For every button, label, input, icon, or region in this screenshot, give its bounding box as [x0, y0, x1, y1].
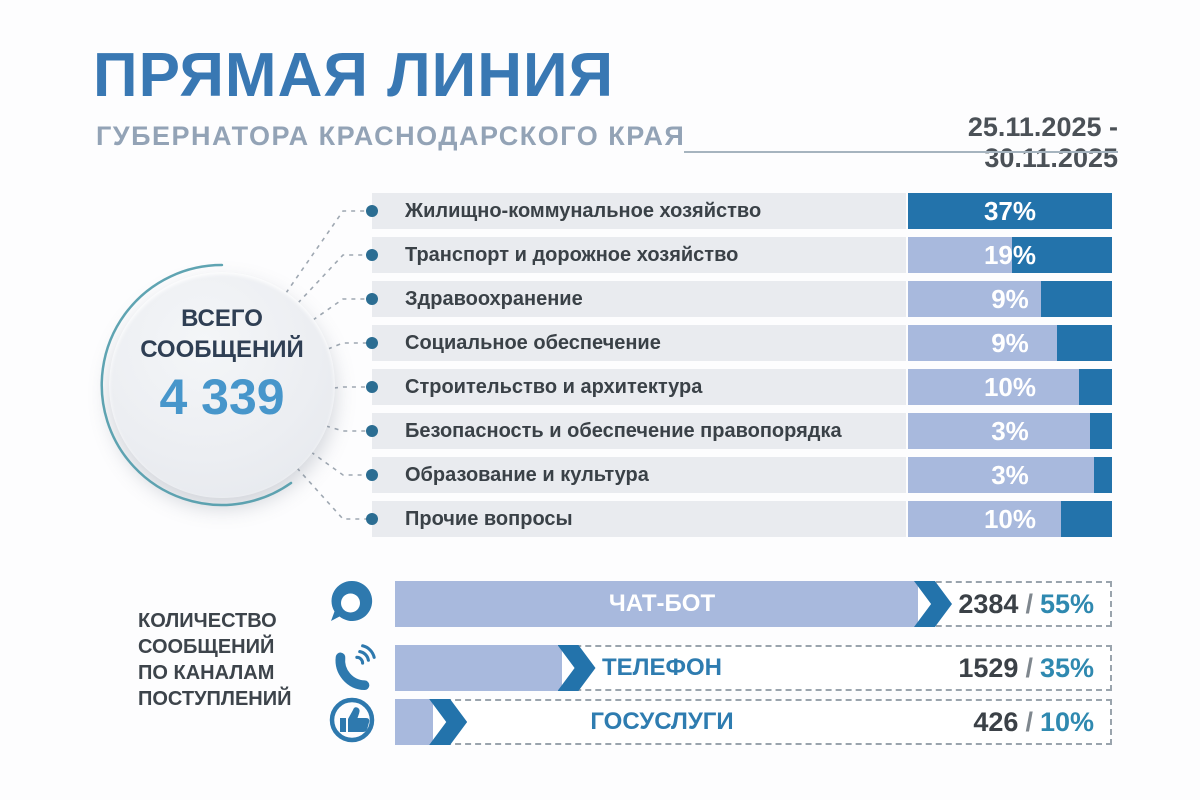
channel-stats: 1529/35%	[958, 647, 1094, 689]
date-range: 25.11.2025 - 30.11.2025	[967, 112, 1118, 173]
topic-bar: 9%	[908, 281, 1112, 317]
separator: /	[1025, 707, 1033, 737]
topic-label: Транспорт и дорожное хозяйство	[405, 244, 739, 266]
bar-fill-dark	[908, 193, 1112, 229]
table-row: Жилищно-коммунальное хозяйство 37%	[366, 193, 1112, 229]
channel-bar	[395, 581, 952, 627]
channel-stats: 426/10%	[973, 701, 1094, 743]
channel-percent: 35%	[1039, 653, 1094, 683]
bar-fill-dark	[1040, 281, 1112, 317]
bullet-dot-icon	[366, 425, 378, 437]
channel-count: 426	[973, 707, 1019, 737]
topic-bar: 10%	[908, 369, 1112, 405]
percent-label: 3%	[991, 460, 1029, 490]
topic-bar: 3%	[908, 413, 1112, 449]
table-row: Прочие вопросы 10%	[366, 501, 1112, 537]
channel-stats: 2384/55%	[958, 583, 1094, 625]
channel-label: ГОСУСЛУГИ	[590, 708, 734, 735]
percent-label: 37%	[983, 196, 1037, 226]
table-row: Транспорт и дорожное хозяйство 19%	[366, 237, 1112, 273]
total-label-line1: ВСЕГО	[181, 305, 263, 332]
percent-label: 19%	[983, 240, 1037, 270]
bar-fill-dark	[1079, 369, 1112, 405]
channel-label: ЧАТ-БОТ	[608, 590, 716, 617]
topic-label: Безопасность и обеспечение правопорядка	[405, 420, 842, 442]
percent-label: 9%	[991, 284, 1029, 314]
percent-label: 10%	[983, 372, 1037, 402]
table-row: Строительство и архитектура 10%	[366, 369, 1112, 405]
topic-label: Здравоохранение	[405, 288, 583, 310]
topic-label: Прочие вопросы	[405, 508, 573, 530]
total-messages-value: 4 339	[159, 369, 285, 425]
separator: /	[1025, 589, 1033, 619]
page-title: ПРЯМАЯ ЛИНИЯ	[93, 41, 615, 110]
table-row: Здравоохранение 9%	[366, 281, 1112, 317]
gosuslugi-icon	[329, 697, 375, 743]
bar-fill-dark	[1056, 325, 1112, 361]
phone-icon	[335, 644, 376, 691]
channel-percent: 55%	[1039, 589, 1094, 619]
bullet-dot-icon	[366, 249, 378, 261]
page-subtitle: ГУБЕРНАТОРА КРАСНОДАРСКОГО КРАЯ	[96, 121, 686, 151]
topic-bar: 10%	[908, 501, 1112, 537]
channel-count: 2384	[958, 589, 1019, 619]
topic-label: Строительство и архитектура	[405, 376, 703, 398]
header-divider	[684, 151, 1118, 153]
percent-label: 9%	[991, 328, 1029, 358]
channels-heading: КОЛИЧЕСТВО СООБЩЕНИЙ ПО КАНАЛАМ ПОСТУПЛЕ…	[138, 610, 292, 710]
channel-row: ТЕЛЕФОН 1529/35%	[395, 645, 1112, 691]
bar-fill-dark	[1093, 457, 1112, 493]
channel-row: ГОСУСЛУГИ 426/10%	[395, 699, 1112, 745]
percent-label: 3%	[991, 416, 1029, 446]
bullet-dot-icon	[366, 337, 378, 349]
topic-label: Жилищно-коммунальное хозяйство	[405, 200, 762, 222]
channel-percent: 10%	[1039, 707, 1094, 737]
channel-count: 1529	[958, 653, 1019, 683]
table-row: Образование и культура 3%	[366, 457, 1112, 493]
channel-row: ЧАТ-БОТ 2384/55%	[395, 581, 1112, 627]
separator: /	[1025, 653, 1033, 683]
bar-fill-dark	[1061, 501, 1112, 537]
topic-bar: 9%	[908, 325, 1112, 361]
channel-label: ТЕЛЕФОН	[602, 654, 722, 681]
bullet-dot-icon	[366, 381, 378, 393]
bar-fill-dark	[1012, 237, 1112, 273]
chat-bot-icon	[331, 580, 373, 621]
topic-label: Социальное обеспечение	[405, 332, 661, 354]
topic-label: Образование и культура	[405, 464, 649, 486]
topic-bar: 19%	[908, 237, 1112, 273]
total-label-line2: СООБЩЕНИЙ	[140, 336, 304, 363]
bar-fill-dark	[1089, 413, 1112, 449]
table-row: Социальное обеспечение 9%	[366, 325, 1112, 361]
bullet-dot-icon	[366, 293, 378, 305]
topic-bar: 37%	[908, 193, 1112, 229]
bullet-dot-icon	[366, 513, 378, 525]
bullet-dot-icon	[366, 469, 378, 481]
bullet-dot-icon	[366, 205, 378, 217]
topic-bar: 3%	[908, 457, 1112, 493]
percent-label: 10%	[983, 504, 1037, 534]
table-row: Безопасность и обеспечение правопорядка …	[366, 413, 1112, 449]
